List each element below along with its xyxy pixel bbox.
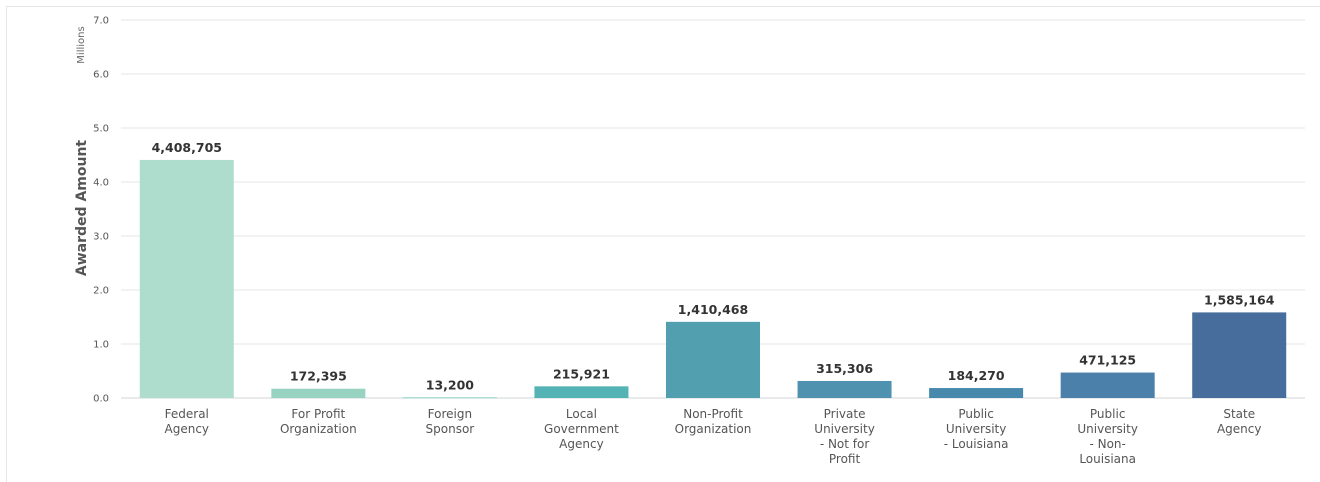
bars (139, 159, 1287, 399)
data-label: 215,921 (553, 366, 610, 381)
data-label: 4,408,705 (152, 140, 222, 155)
y-tick-label: 7.0 (93, 16, 109, 27)
category-label: Public University - Non-Louisiana (1077, 407, 1138, 466)
y-tick-label: 2.0 (93, 286, 109, 297)
data-labels: 4,408,705 172,395 13,200 215,921 1,410,468 31… (152, 140, 1275, 392)
y-axis-title: Awarded Amount (74, 140, 90, 277)
bar (1192, 312, 1287, 398)
bar (534, 386, 629, 398)
data-label: 1,585,164 (1204, 292, 1275, 307)
data-label: 172,395 (290, 369, 347, 384)
y-tick-label: 4.0 (93, 178, 109, 189)
bar (402, 397, 497, 399)
category-label: State Agency (1217, 407, 1262, 436)
bar (797, 380, 892, 398)
category-label: Public University - Louisiana (944, 407, 1009, 451)
x-axis-categories: Federal Agency For Profit Organization Forei… (165, 407, 1262, 466)
bar (929, 388, 1024, 398)
y-tick-label: 6.0 (93, 70, 109, 81)
y-tick-label: 5.0 (93, 124, 109, 135)
y-tick-label: 3.0 (93, 232, 109, 243)
bar (666, 321, 760, 398)
data-label: 471,125 (1079, 353, 1136, 368)
data-label: 1,410,468 (678, 302, 748, 317)
data-label: 184,270 (948, 368, 1005, 383)
category-label: For Profit Organization (280, 407, 357, 436)
bar (139, 159, 234, 398)
category-label: Private University - Not for Profit (814, 407, 875, 466)
y-axis-ticks: 0.0 1.0 2.0 3.0 4.0 5.0 6.0 7.0 (93, 16, 109, 405)
category-label: Local Government Agency (544, 407, 619, 451)
data-label: 315,306 (816, 361, 873, 376)
y-tick-label: 1.0 (93, 340, 109, 351)
y-tick-label: 0.0 (93, 394, 109, 405)
category-label: Foreign Sponsor (426, 407, 475, 436)
bar (271, 388, 366, 398)
category-label: Non-Profit Organization (675, 407, 752, 436)
chart-frame (6, 6, 1320, 482)
data-label: 13,200 (426, 377, 475, 392)
bar (1060, 372, 1155, 398)
category-label: Federal Agency (165, 407, 210, 436)
y-axis-units: Millions (76, 26, 87, 63)
